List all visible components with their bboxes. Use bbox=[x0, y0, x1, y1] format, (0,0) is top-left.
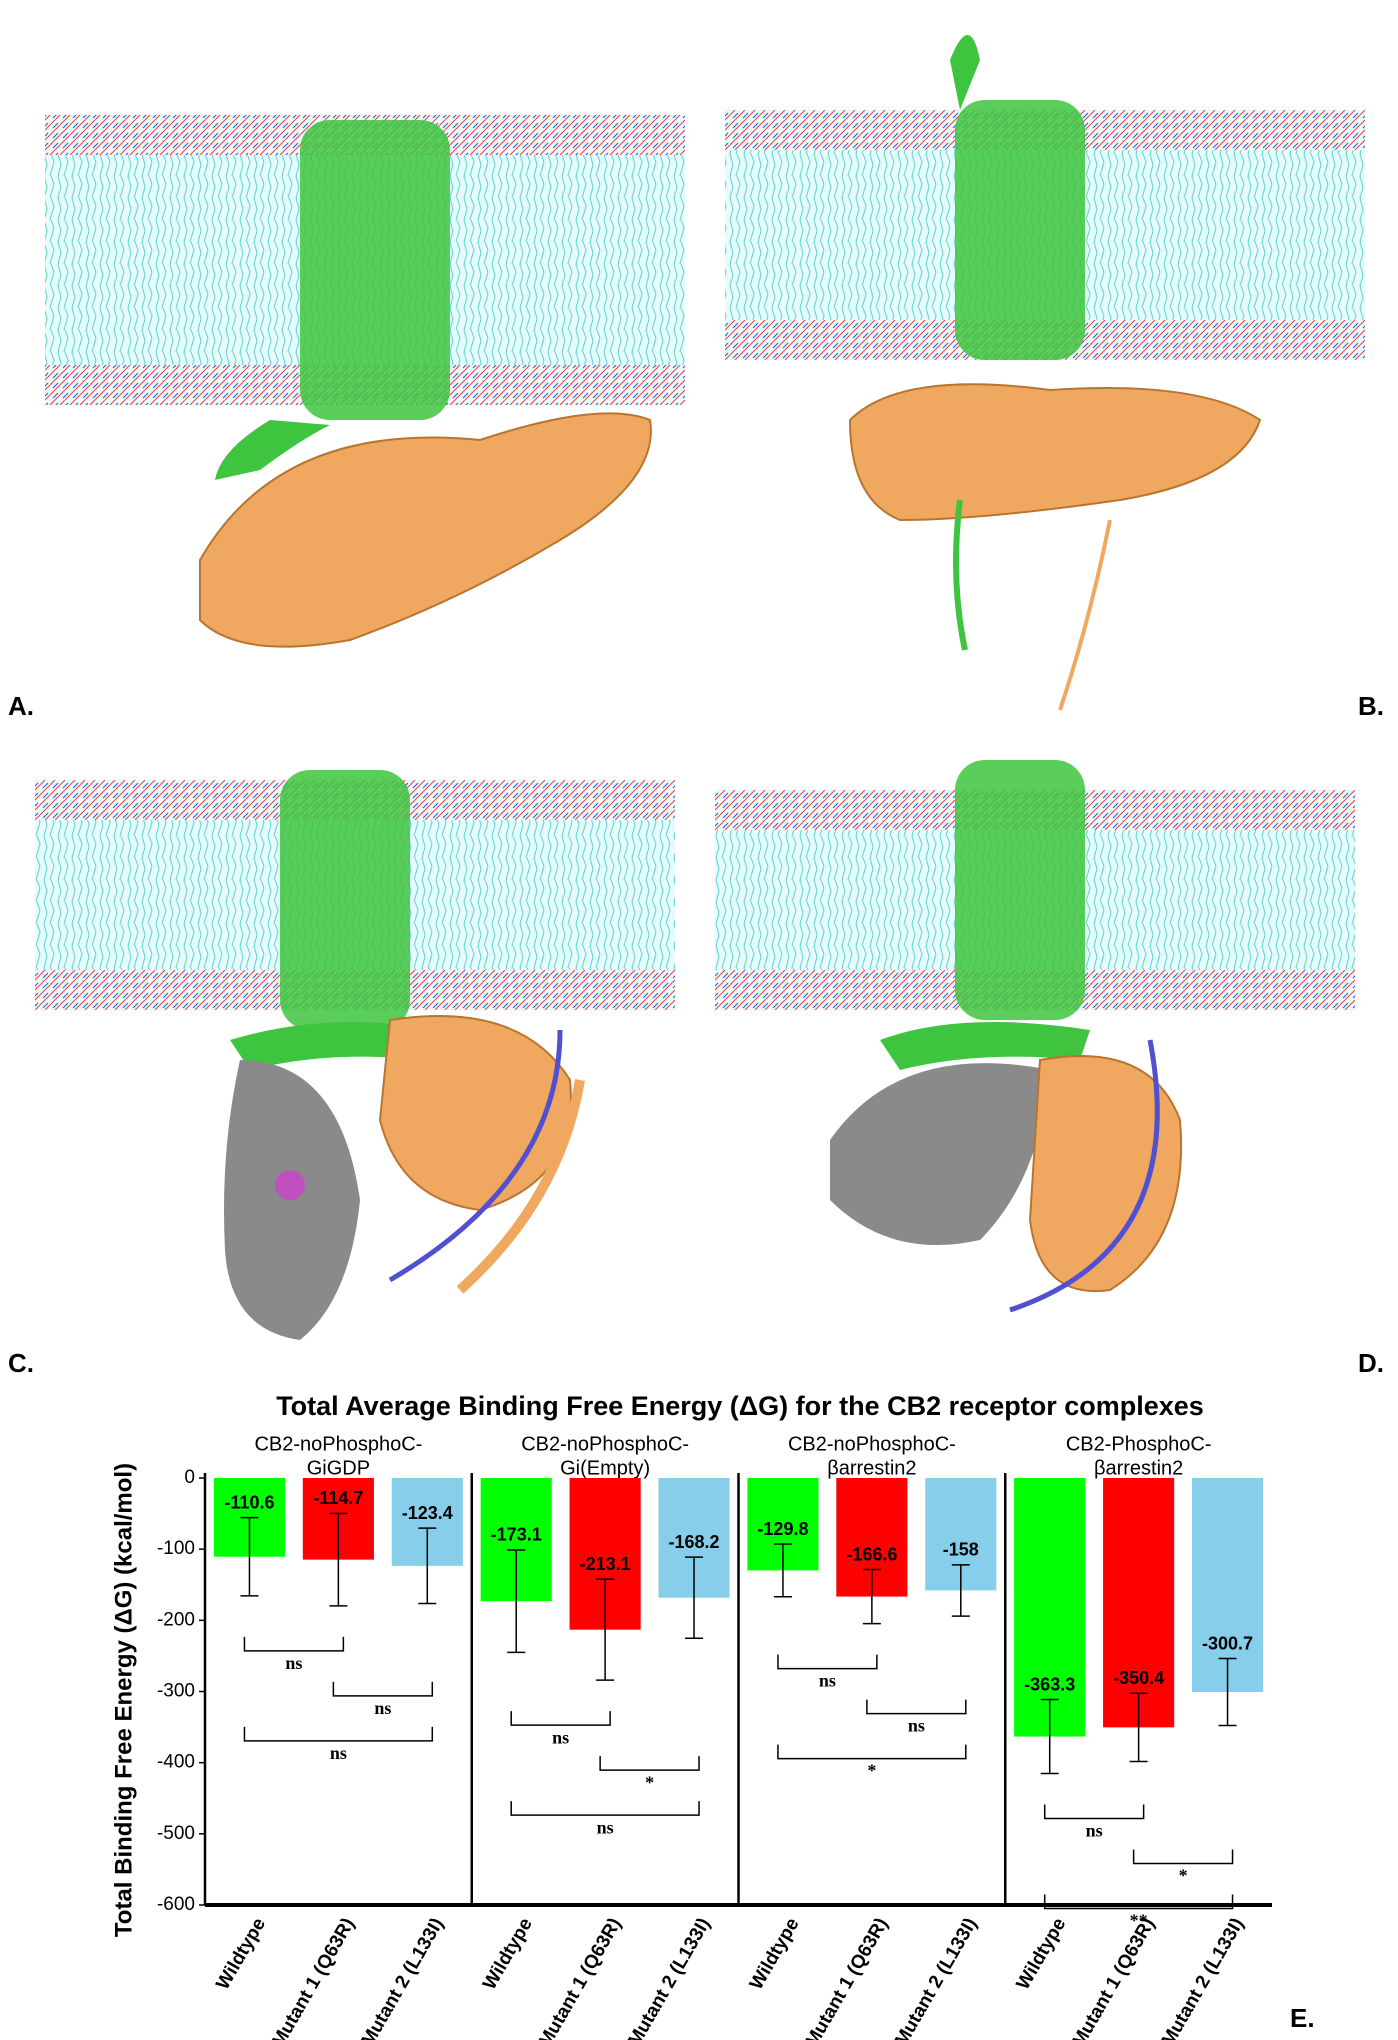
structure-a bbox=[45, 115, 685, 648]
figure-label: E. bbox=[1290, 2003, 1315, 2033]
error-bar bbox=[418, 1527, 437, 1605]
structure-c bbox=[35, 770, 675, 1340]
significance-bracket bbox=[510, 1711, 611, 1726]
error-bar bbox=[240, 1516, 259, 1597]
figure-label: B. bbox=[1358, 691, 1384, 721]
panel-title: CB2-noPhosphoC- bbox=[788, 1433, 956, 1455]
significance-label: ns bbox=[819, 1671, 836, 1691]
significance-bracket bbox=[332, 1681, 434, 1697]
significance-label: ns bbox=[597, 1817, 614, 1837]
value-label: -114.7 bbox=[313, 1488, 363, 1508]
significance-bracket bbox=[777, 1744, 967, 1760]
error-bar bbox=[1040, 1698, 1059, 1775]
significance-bracket bbox=[1043, 1804, 1145, 1820]
chart-title: Total Average Binding Free Energy (ΔG) f… bbox=[276, 1391, 1204, 1421]
significance-label: ** bbox=[1130, 1911, 1148, 1931]
value-label: -213.1 bbox=[580, 1554, 631, 1574]
y-tick-label: -100 bbox=[157, 1538, 195, 1559]
value-label: -158 bbox=[943, 1540, 979, 1560]
x-tick-label: Wildtype bbox=[479, 1915, 537, 1994]
value-label: -123.4 bbox=[402, 1503, 453, 1523]
significance-bracket bbox=[599, 1756, 700, 1771]
bar bbox=[1191, 1478, 1264, 1692]
significance-label: * bbox=[645, 1772, 654, 1792]
x-tick-label: Mutant 2 (L133I) bbox=[624, 1915, 714, 2040]
value-label: -110.6 bbox=[224, 1492, 274, 1512]
error-bar bbox=[329, 1512, 348, 1607]
significance-bracket bbox=[510, 1801, 700, 1816]
panel-title: CB2-noPhosphoC- bbox=[254, 1433, 422, 1455]
panel-title: CB2-noPhosphoC- bbox=[521, 1433, 689, 1455]
value-label: -173.1 bbox=[491, 1525, 542, 1545]
value-label: -166.6 bbox=[846, 1544, 897, 1564]
value-label: -363.3 bbox=[1024, 1674, 1075, 1694]
error-bar bbox=[773, 1543, 792, 1598]
significance-label: ns bbox=[1086, 1821, 1103, 1841]
y-tick-label: -400 bbox=[157, 1752, 195, 1773]
figure-label: A. bbox=[8, 691, 34, 721]
error-bar bbox=[685, 1556, 704, 1640]
x-tick-label: Wildtype bbox=[746, 1915, 804, 1994]
significance-label: * bbox=[1179, 1866, 1188, 1886]
significance-bracket bbox=[777, 1654, 878, 1670]
y-tick-label: 0 bbox=[184, 1467, 195, 1488]
panel-title: βarrestin2 bbox=[827, 1457, 916, 1479]
y-tick-label: -600 bbox=[157, 1894, 195, 1915]
x-tick-label: Mutant 2 (L133I) bbox=[357, 1915, 447, 2040]
x-tick-label: Mutant 1 (Q63R) bbox=[268, 1915, 359, 2040]
bar bbox=[1014, 1478, 1086, 1737]
error-bar bbox=[951, 1564, 970, 1617]
significance-bracket bbox=[1043, 1894, 1234, 1910]
significance-label: ns bbox=[374, 1698, 391, 1718]
panel-title: GiGDP bbox=[307, 1457, 370, 1479]
structure-d bbox=[715, 760, 1355, 1313]
y-axis-label: Total Binding Free Energy (ΔG) (kcal/mol… bbox=[110, 1463, 137, 1937]
significance-label: ns bbox=[908, 1716, 925, 1736]
error-bar bbox=[862, 1568, 881, 1625]
significance-label: ns bbox=[552, 1727, 569, 1747]
x-tick-label: Mutant 1 (Q63R) bbox=[802, 1915, 893, 2040]
bar bbox=[1103, 1478, 1175, 1728]
value-label: -168.2 bbox=[669, 1532, 720, 1552]
significance-bracket bbox=[1132, 1849, 1234, 1865]
y-tick-label: -300 bbox=[157, 1681, 195, 1702]
y-tick-label: -200 bbox=[157, 1609, 195, 1630]
significance-label: ns bbox=[285, 1653, 302, 1673]
x-tick-label: Mutant 2 (L133I) bbox=[891, 1915, 981, 2040]
significance-label: ns bbox=[330, 1743, 347, 1763]
x-tick-label: Mutant 1 (Q63R) bbox=[535, 1915, 626, 2040]
x-tick-label: Wildtype bbox=[212, 1915, 270, 1994]
figure-label: C. bbox=[8, 1348, 34, 1378]
panel-title: Gi(Empty) bbox=[560, 1457, 650, 1479]
significance-label: * bbox=[867, 1761, 876, 1781]
error-bar bbox=[1218, 1657, 1237, 1727]
significance-bracket bbox=[866, 1699, 967, 1715]
value-label: -300.7 bbox=[1202, 1633, 1253, 1653]
error-bar bbox=[596, 1578, 615, 1681]
structure-b bbox=[725, 35, 1365, 711]
significance-bracket bbox=[243, 1726, 434, 1742]
panel-title: βarrestin2 bbox=[1094, 1457, 1183, 1479]
x-tick-label: Mutant 1 (Q63R) bbox=[1068, 1915, 1159, 2040]
y-tick-label: -500 bbox=[157, 1823, 195, 1844]
x-tick-label: Wildtype bbox=[1013, 1915, 1071, 1994]
value-label: -350.4 bbox=[1113, 1668, 1164, 1688]
x-tick-label: Mutant 2 (L133I) bbox=[1158, 1915, 1248, 2040]
value-label: -129.8 bbox=[757, 1519, 808, 1539]
error-bar bbox=[1129, 1692, 1148, 1763]
significance-bracket bbox=[243, 1636, 345, 1652]
error-bar bbox=[507, 1549, 526, 1654]
panel-title: CB2-PhosphoC- bbox=[1066, 1433, 1212, 1455]
figure-label: D. bbox=[1358, 1348, 1384, 1378]
